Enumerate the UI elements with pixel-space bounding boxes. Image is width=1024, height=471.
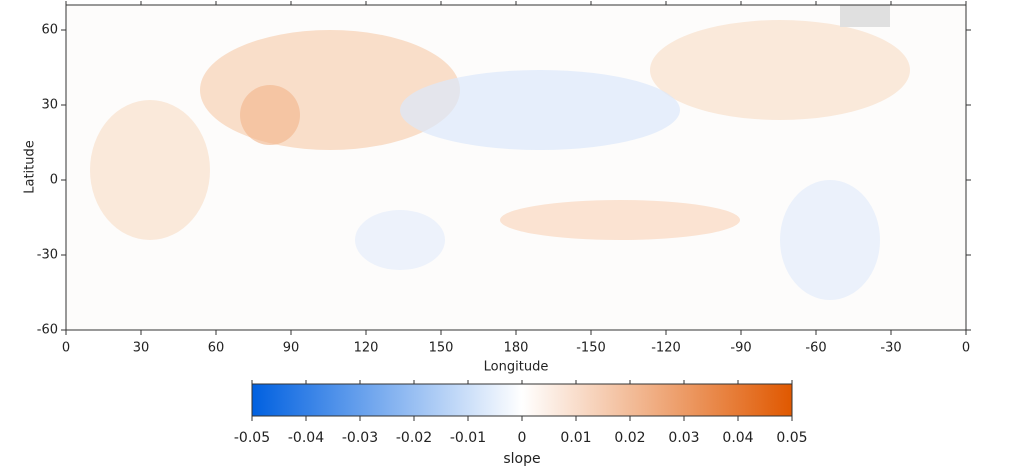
x-tick-label: -120 (651, 341, 681, 356)
colorbar-tick-label: -0.03 (342, 430, 378, 446)
x-tick-label: 90 (283, 341, 300, 356)
colorbar-tick-label: -0.02 (396, 430, 432, 446)
y-axis-label: Latitude (23, 140, 38, 194)
colorbar-tick-label: 0.02 (614, 430, 645, 446)
colorbar-tick-label: 0.01 (560, 430, 591, 446)
land-anomaly (240, 85, 300, 145)
greenland (840, 5, 890, 27)
land-anomaly (650, 20, 910, 120)
map-field (66, 5, 966, 330)
x-tick-label: 120 (354, 341, 379, 356)
x-tick-label: 30 (133, 341, 150, 356)
y-tick-label: -30 (37, 248, 58, 263)
x-tick-label: -30 (880, 341, 901, 356)
colorbar-tick-label: -0.01 (450, 430, 486, 446)
y-tick-label: -60 (37, 323, 58, 338)
y-tick-label: 0 (50, 173, 58, 188)
x-axis-label: Longitude (484, 360, 549, 375)
ocean-anomaly (500, 200, 740, 240)
ocean-anomaly (780, 180, 880, 300)
colorbar (251, 383, 793, 417)
colorbar-tick-label: 0.05 (776, 430, 807, 446)
colorbar-tick-label: -0.05 (234, 430, 270, 446)
land-anomaly (90, 100, 210, 240)
ocean-anomaly (400, 70, 680, 150)
y-tick-label: 60 (41, 23, 58, 38)
x-tick-label: -90 (730, 341, 751, 356)
colorbar-tick-label: 0.03 (668, 430, 699, 446)
x-tick-label: 0 (62, 341, 70, 356)
colorbar-tick-label: 0 (518, 430, 527, 446)
x-tick-label: -150 (576, 341, 606, 356)
x-tick-label: 60 (208, 341, 225, 356)
x-tick-label: -60 (805, 341, 826, 356)
ocean-anomaly (355, 210, 445, 270)
colorbar-label: slope (503, 451, 540, 467)
y-tick-label: 30 (41, 98, 58, 113)
x-tick-label: 150 (429, 341, 454, 356)
x-tick-label: 180 (504, 341, 529, 356)
colorbar-tick-label: 0.04 (722, 430, 753, 446)
x-tick-label: 0 (962, 341, 970, 356)
colorbar-tick-label: -0.04 (288, 430, 324, 446)
